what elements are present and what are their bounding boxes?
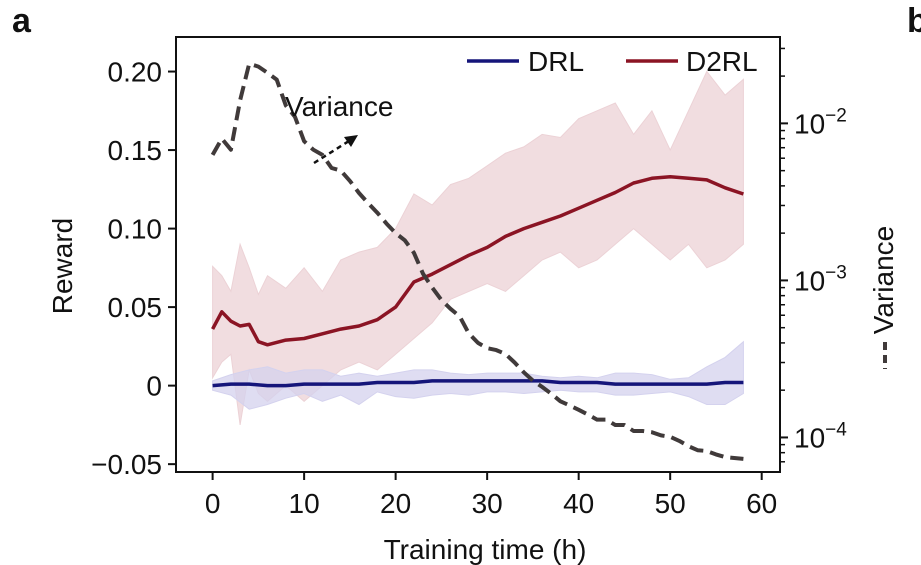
y-axis-label: Reward — [47, 218, 78, 314]
annotation-arrow-shaft — [313, 139, 350, 165]
legend: DRL D2RL — [467, 46, 758, 77]
drl-line — [212, 379, 744, 388]
x-axis-label: Training time (h) — [384, 534, 587, 565]
x-tick-label: 60 — [746, 488, 777, 519]
y-tick-label: 0.15 — [108, 135, 163, 166]
next-panel-letter: b — [907, 2, 921, 40]
variance-line — [210, 61, 744, 461]
series-lines — [210, 61, 744, 461]
chart-axes: 0 10 20 30 40 50 60 −0.05 0 0.05 0.10 0.15 0.20 10−2 1… — [91, 36, 847, 519]
confidence-bands — [212, 70, 744, 425]
y2-tick-label: 10−4 — [794, 419, 847, 453]
y-tick-label: −0.05 — [91, 449, 162, 480]
legend-label-d2rl: D2RL — [686, 46, 758, 77]
y-tick-label: 0.20 — [108, 57, 163, 88]
annotation-arrow-head — [344, 135, 358, 147]
variance-annotation: Variance — [285, 91, 393, 165]
y2-tick-label: 10−2 — [794, 105, 847, 139]
x-tick-label: 40 — [563, 488, 594, 519]
right-axis-label: Variance — [868, 226, 899, 369]
d2rl-band — [212, 70, 744, 425]
x-tick-label: 10 — [289, 488, 320, 519]
x-tick-label: 20 — [380, 488, 411, 519]
x-tick-label: 0 — [205, 488, 221, 519]
plot-frame — [175, 36, 781, 473]
right-axis-label-text: Variance — [868, 226, 899, 334]
y-tick-label: 0 — [146, 371, 162, 402]
legend-label-drl: DRL — [528, 46, 584, 77]
d2rl-line — [211, 175, 744, 347]
y2-tick-label: 10−3 — [794, 262, 847, 296]
annotation-text: Variance — [285, 91, 393, 122]
y-tick-label: 0.10 — [108, 214, 163, 245]
panel-letter: a — [12, 2, 31, 40]
x-tick-label: 30 — [472, 488, 503, 519]
drl-band — [212, 340, 744, 410]
x-tick-label: 50 — [655, 488, 686, 519]
y-tick-label: 0.05 — [108, 292, 163, 323]
